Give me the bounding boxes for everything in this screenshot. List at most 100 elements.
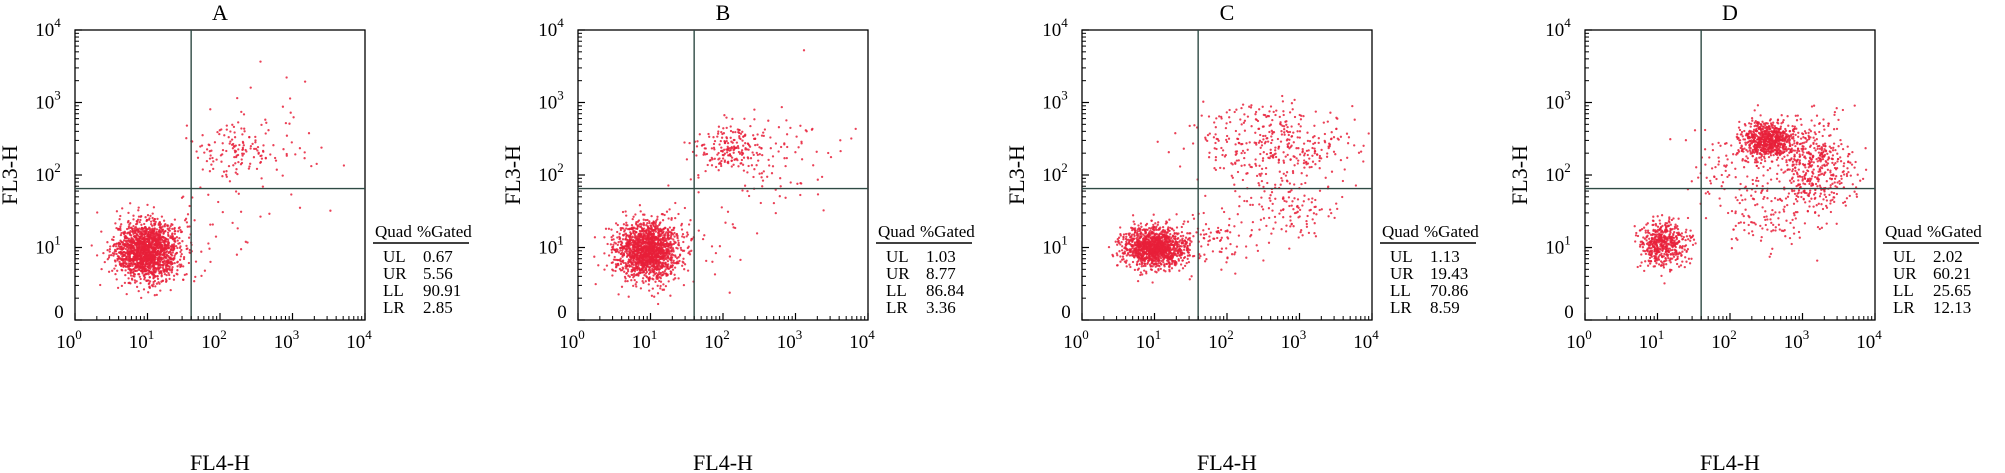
scatter-point <box>215 158 218 161</box>
scatter-point <box>1137 267 1140 270</box>
scatter-point <box>619 252 622 255</box>
scatter-point <box>752 153 755 157</box>
scatter-point <box>655 219 658 222</box>
scatter-point <box>636 225 639 228</box>
scatter-point <box>755 164 758 167</box>
scatter-point <box>154 233 157 236</box>
table-row-value: 2.85 <box>423 298 453 317</box>
scatter-point <box>169 248 173 251</box>
scatter-point <box>714 251 718 255</box>
scatter-point <box>623 229 626 232</box>
scatter-point <box>1183 220 1186 223</box>
scatter-point <box>660 229 663 233</box>
scatter-point <box>234 190 238 193</box>
scatter-point <box>638 204 642 207</box>
scatter-point <box>642 240 646 244</box>
scatter-point <box>129 271 133 274</box>
scatter-point <box>710 245 714 248</box>
scatter-point <box>624 210 627 213</box>
scatter-point <box>161 241 165 244</box>
y-tick-label: 102 <box>538 160 564 186</box>
scatter-point <box>161 260 164 264</box>
scatter-point <box>114 260 117 263</box>
scatter-point <box>652 258 655 261</box>
scatter-point <box>152 219 155 222</box>
scatter-point <box>1143 269 1146 272</box>
scatter-point <box>613 255 616 259</box>
scatter-point <box>207 143 210 146</box>
scatter-point <box>249 147 252 150</box>
scatter-point <box>612 258 616 261</box>
scatter-point <box>268 212 271 215</box>
scatter-point <box>658 242 661 245</box>
scatter-point <box>201 134 204 137</box>
scatter-point <box>235 253 239 256</box>
scatter-point <box>739 258 742 262</box>
scatter-point <box>223 134 226 137</box>
scatter-point <box>233 131 236 134</box>
scatter-point <box>650 294 654 297</box>
scatter-point <box>1124 232 1128 236</box>
table-header-quad: Quad <box>375 222 412 241</box>
scatter-point <box>665 249 669 252</box>
scatter-point <box>666 267 669 270</box>
scatter-point <box>147 291 150 294</box>
y-axis-label: FL3-H <box>0 145 22 205</box>
scatter-point <box>152 257 155 260</box>
scatter-point <box>239 210 243 213</box>
scatter-point <box>661 264 665 267</box>
scatter-point <box>762 131 765 134</box>
scatter-point <box>146 214 150 217</box>
scatter-point <box>662 283 665 286</box>
scatter-point <box>142 244 146 247</box>
scatter-point <box>624 277 627 280</box>
scatter-point <box>172 278 176 281</box>
scatter-point <box>1128 239 1132 242</box>
scatter-point <box>619 240 622 243</box>
scatter-point <box>767 158 770 162</box>
scatter-point <box>151 230 154 233</box>
scatter-point <box>712 146 716 149</box>
scatter-point <box>237 192 240 195</box>
scatter-point <box>122 261 125 265</box>
scatter-point <box>146 203 149 207</box>
scatter-point <box>625 214 628 217</box>
scatter-point <box>129 274 133 277</box>
scatter-point <box>130 269 133 272</box>
scatter-point <box>1170 267 1174 270</box>
scatter-point <box>746 189 749 193</box>
scatter-point <box>163 224 166 227</box>
scatter-point <box>594 282 597 286</box>
scatter-point <box>173 227 176 231</box>
scatter-point <box>160 215 164 218</box>
scatter-point <box>1164 244 1167 247</box>
scatter-point <box>142 236 146 239</box>
scatter-point <box>635 285 638 288</box>
scatter-point <box>173 239 176 242</box>
scatter-point <box>648 251 651 254</box>
scatter-point <box>1145 228 1148 231</box>
scatter-point <box>646 229 650 232</box>
scatter-point <box>618 237 621 241</box>
scatter-point <box>138 227 141 230</box>
scatter-point <box>616 223 619 227</box>
scatter-point <box>671 268 675 271</box>
scatter-point <box>751 151 754 154</box>
scatter-point <box>785 119 788 122</box>
scatter-point <box>160 230 164 233</box>
scatter-point <box>127 219 130 223</box>
scatter-point <box>139 281 142 285</box>
scatter-point <box>164 280 168 283</box>
scatter-point <box>744 142 747 145</box>
scatter-point <box>156 258 160 261</box>
scatter-point <box>237 121 240 124</box>
scatter-point <box>144 227 148 230</box>
scatter-point <box>176 230 180 233</box>
scatter-point <box>723 160 726 164</box>
scatter-point <box>614 269 617 273</box>
scatter-point <box>185 273 188 276</box>
scatter-point <box>267 129 270 132</box>
scatter-point <box>129 233 132 237</box>
scatter-point <box>1128 233 1131 237</box>
scatter-point <box>1149 233 1152 237</box>
